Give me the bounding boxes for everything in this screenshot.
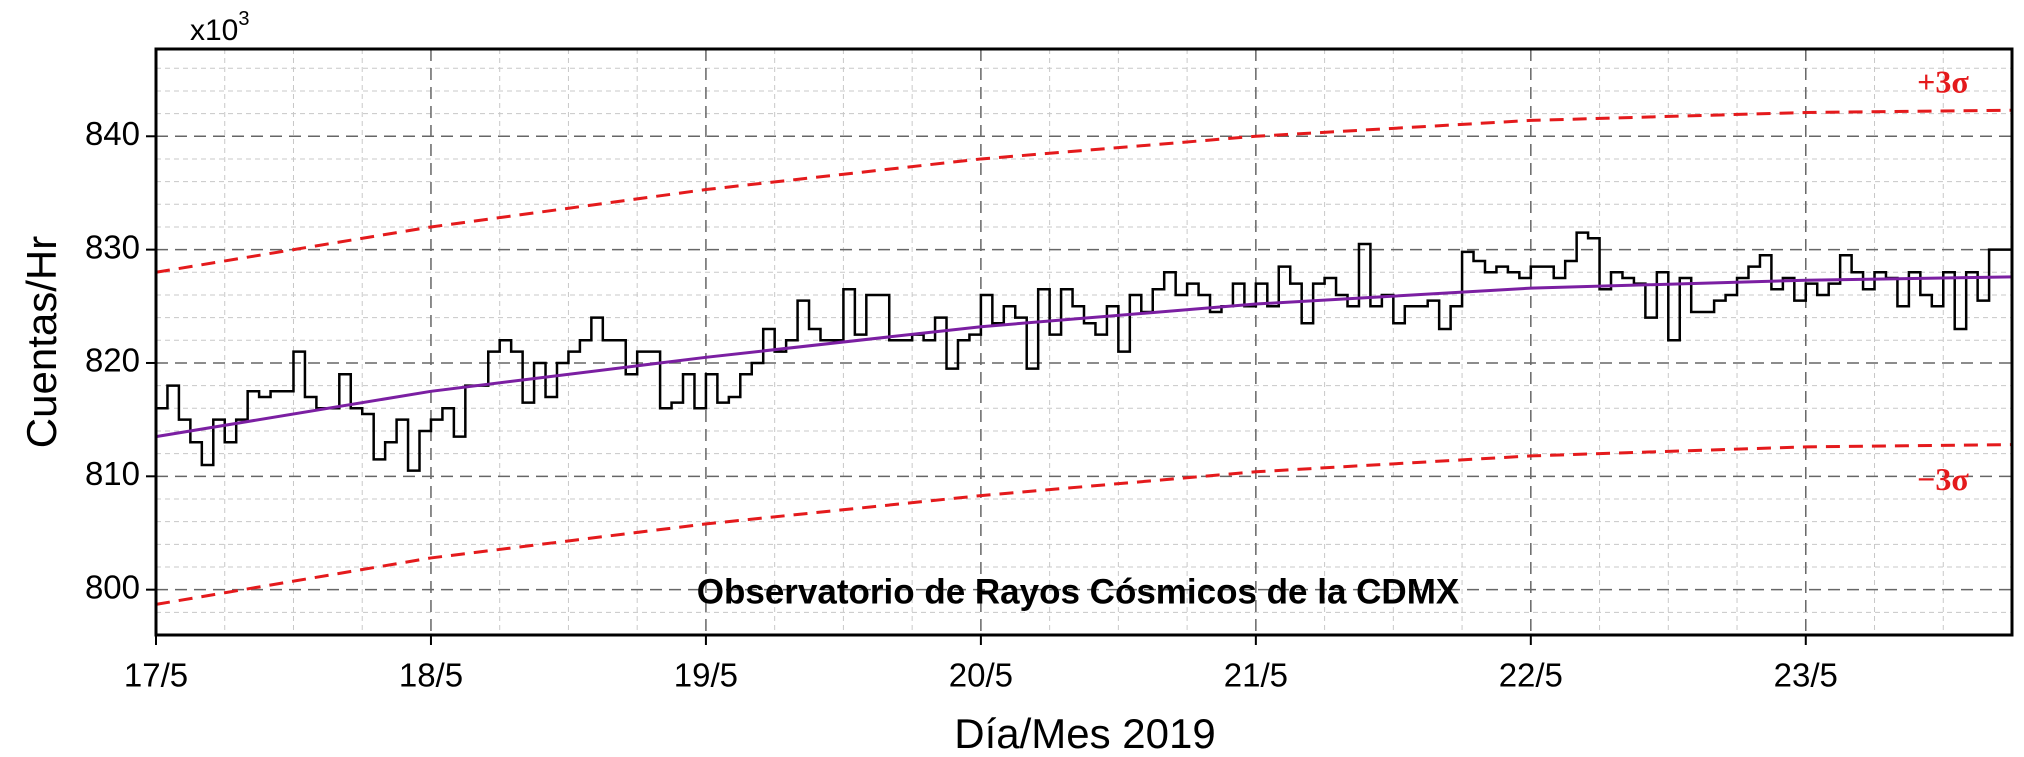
y-scale-exponent: 3 [238,8,249,30]
step-line [156,231,2012,472]
x-tick-label: 21/5 [1224,657,1288,694]
x-tick-label: 17/5 [124,657,188,694]
sigma-line [155,443,2013,606]
y-tick-label: 830 [85,228,140,265]
x-axis-label: Día/Mes 2019 [954,710,1215,757]
x-tick-label: 23/5 [1774,657,1838,694]
sigma-label: −3σ [1917,461,1969,497]
y-tick-label: 840 [85,115,140,152]
sigma-label: +3σ [1917,64,1969,100]
x-tick-label: 20/5 [949,657,1013,694]
chart-title: Observatorio de Rayos Cósmicos de la CDM… [697,572,1460,611]
y-tick-label: 820 [85,342,140,379]
x-tick-label: 19/5 [674,657,738,694]
y-tick-label: 810 [85,455,140,492]
x-tick-label: 18/5 [399,657,463,694]
sigma-line [155,108,2013,274]
y-tick-label: 800 [85,568,140,605]
y-scale-base: x10 [190,14,238,47]
x-tick-label: 22/5 [1499,657,1563,694]
y-scale-label: x103 [190,8,250,47]
plot-frame [154,47,2014,637]
y-axis-label: Cuentas/Hr [18,236,65,448]
trend-line [155,275,2013,439]
